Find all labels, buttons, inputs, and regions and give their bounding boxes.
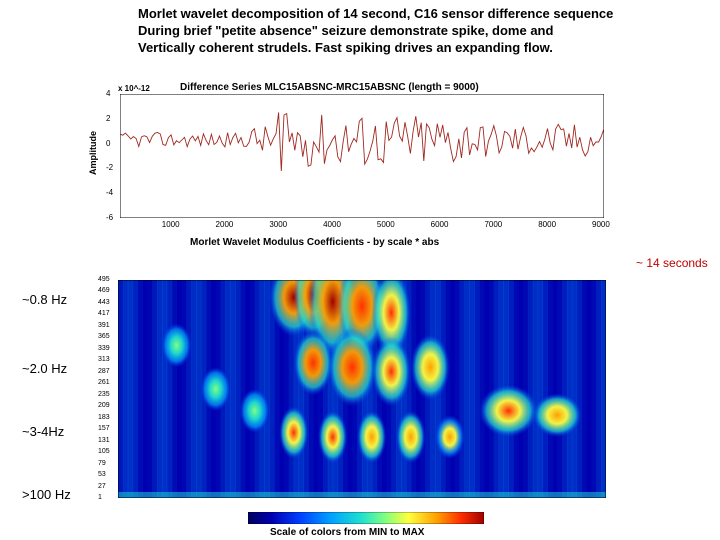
frequency-label: ~0.8 Hz	[22, 292, 67, 307]
xtick: 2000	[216, 220, 234, 229]
scalogram-image	[118, 280, 606, 498]
duration-label: ~ 14 seconds	[636, 256, 708, 270]
timeseries-title: Difference Series MLC15ABSNC-MRC15ABSNC …	[180, 82, 479, 93]
ytick: -2	[106, 163, 113, 172]
caption-line3: Vertically coherent strudels. Fast spiki…	[138, 40, 613, 57]
timeseries-ylabel: Amplitude	[88, 131, 98, 175]
scale-tick: 105	[98, 448, 110, 455]
timeseries-plot	[120, 94, 604, 218]
frequency-label: >100 Hz	[22, 487, 71, 502]
xtick: 8000	[538, 220, 556, 229]
scale-tick: 79	[98, 460, 106, 467]
scale-tick: 339	[98, 345, 110, 352]
xtick: 3000	[269, 220, 287, 229]
colorbar-label: Scale of colors from MIN to MAX	[270, 527, 424, 538]
scale-tick: 183	[98, 414, 110, 421]
xtick: 4000	[323, 220, 341, 229]
timeseries-exp: x 10^-12	[118, 84, 150, 93]
caption-line2: During brief "petite absence" seizure de…	[138, 23, 613, 40]
ytick: 4	[106, 89, 110, 98]
scale-tick: 443	[98, 299, 110, 306]
scale-tick: 235	[98, 391, 110, 398]
scale-tick: 313	[98, 356, 110, 363]
scale-tick: 1	[98, 494, 102, 501]
colorbar	[248, 512, 484, 524]
ytick: 2	[106, 114, 110, 123]
scale-tick: 495	[98, 276, 110, 283]
scale-tick: 209	[98, 402, 110, 409]
scale-tick: 261	[98, 379, 110, 386]
frequency-label: ~3-4Hz	[22, 424, 64, 439]
timeseries-xlabel: Morlet Wavelet Modulus Coefficients - by…	[190, 237, 439, 248]
caption-line1: Morlet wavelet decomposition of 14 secon…	[138, 6, 613, 23]
scale-tick: 417	[98, 310, 110, 317]
scale-tick: 131	[98, 437, 110, 444]
ytick: 0	[106, 139, 110, 148]
ytick: -6	[106, 213, 113, 222]
ytick: -4	[106, 188, 113, 197]
scale-tick: 365	[98, 333, 110, 340]
xtick: 9000	[592, 220, 610, 229]
scale-tick: 469	[98, 287, 110, 294]
scale-tick: 287	[98, 368, 110, 375]
xtick: 7000	[484, 220, 502, 229]
xtick: 6000	[431, 220, 449, 229]
scale-tick: 391	[98, 322, 110, 329]
scale-tick: 157	[98, 425, 110, 432]
scale-tick: 53	[98, 471, 106, 478]
xtick: 5000	[377, 220, 395, 229]
frequency-label: ~2.0 Hz	[22, 361, 67, 376]
xtick: 1000	[162, 220, 180, 229]
scale-tick: 27	[98, 483, 106, 490]
figure-caption: Morlet wavelet decomposition of 14 secon…	[138, 6, 613, 57]
